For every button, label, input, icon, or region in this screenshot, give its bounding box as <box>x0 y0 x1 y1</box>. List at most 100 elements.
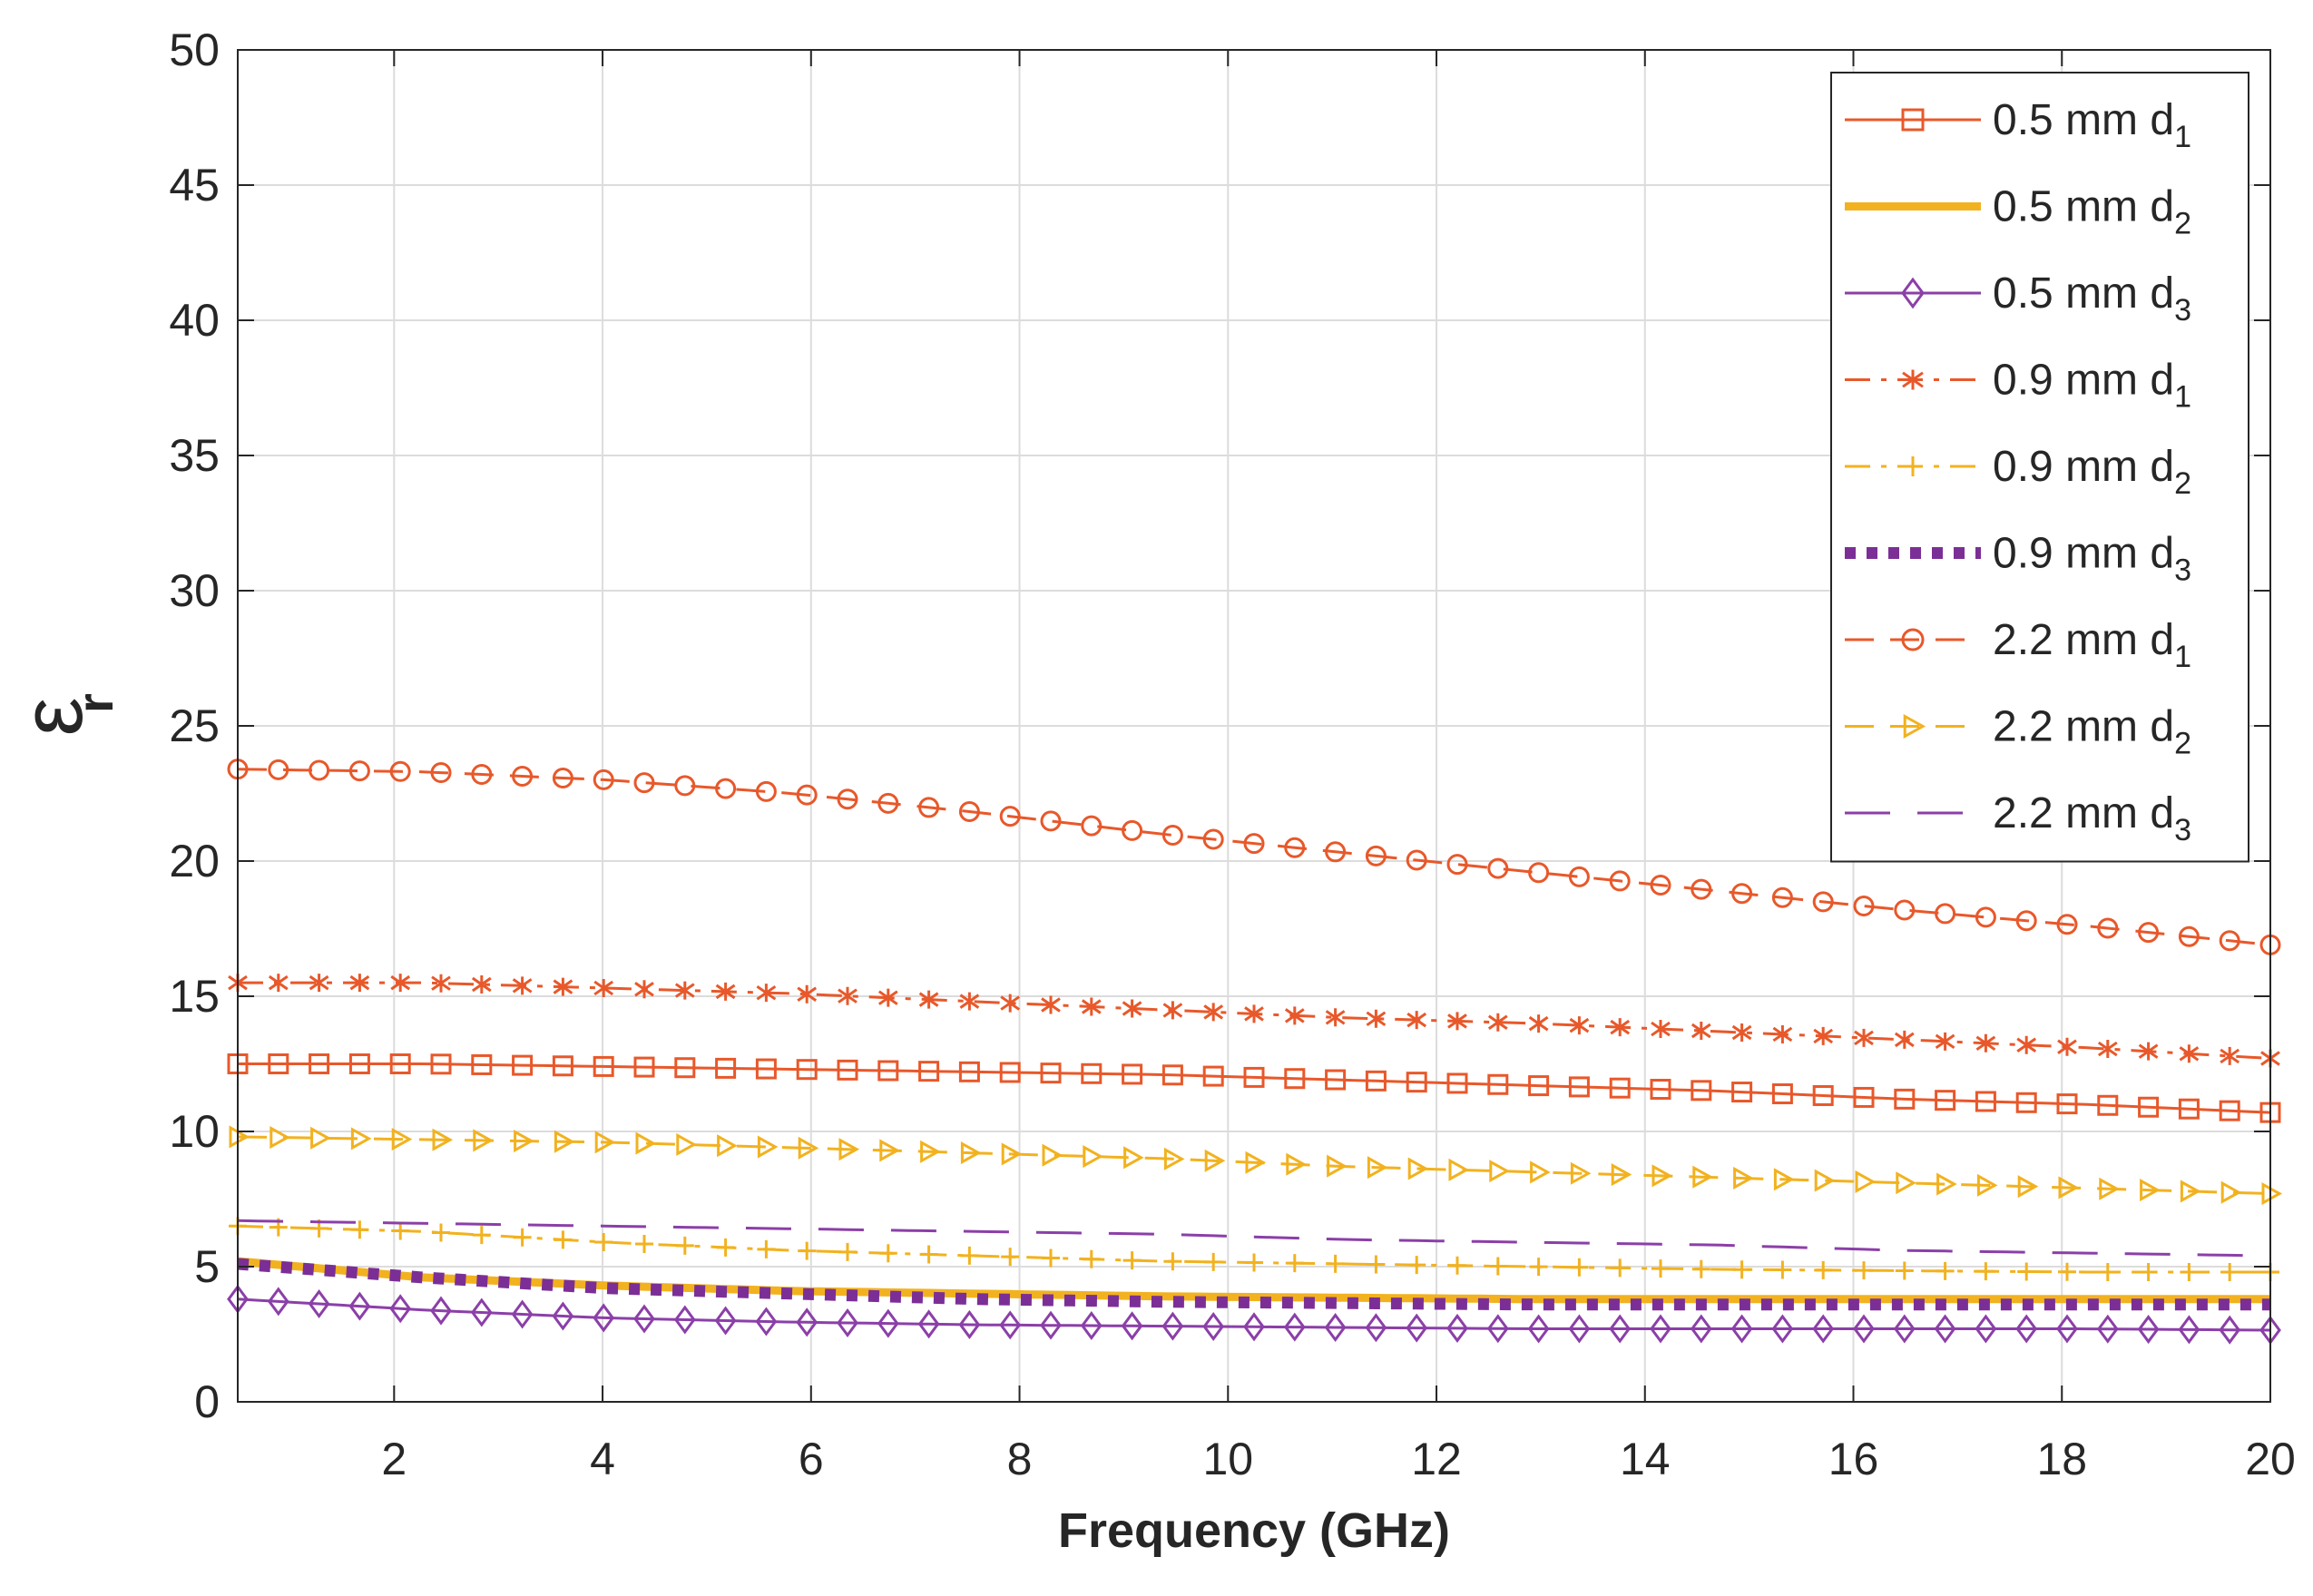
data-point <box>1161 1064 1183 1086</box>
data-point <box>633 772 655 794</box>
series-8 <box>237 1219 2271 1258</box>
data-point <box>1284 1006 1305 1025</box>
data-point <box>1894 1088 1916 1110</box>
data-point <box>1691 1022 1711 1041</box>
data-point <box>2015 910 2037 932</box>
data-point <box>594 1131 616 1154</box>
data-point <box>1894 1030 1915 1049</box>
legend-item: 2.2 mm d1 <box>1845 616 2191 674</box>
x-tick-label: 16 <box>1828 1434 1879 1484</box>
data-point <box>999 1310 1022 1340</box>
series-1 <box>237 1257 2270 1304</box>
data-point <box>1162 1001 1183 1020</box>
data-point <box>1243 1312 1265 1342</box>
data-point <box>1245 1253 1263 1272</box>
data-point <box>837 1307 858 1338</box>
data-point <box>1204 1149 1226 1172</box>
data-point <box>959 992 980 1011</box>
data-point <box>350 1127 372 1150</box>
data-point <box>838 986 858 1005</box>
data-point <box>837 788 858 810</box>
data-point <box>554 1130 575 1153</box>
x-tick-label: 18 <box>2036 1434 2087 1484</box>
data-point <box>633 1056 655 1078</box>
data-point <box>552 1301 574 1331</box>
data-point <box>512 765 534 787</box>
data-point <box>268 1053 289 1074</box>
data-point <box>2017 1262 2036 1281</box>
data-point <box>674 775 696 797</box>
data-point <box>797 984 818 1004</box>
data-point <box>389 760 411 782</box>
data-point <box>1325 1008 1346 1027</box>
data-point <box>1771 1314 1794 1344</box>
data-point <box>1081 997 1102 1016</box>
legend: 0.5 mm d1 0.5 mm d2 0.5 mm d3 0.9 mm d1 0.9 … <box>1830 72 2249 863</box>
data-point <box>1901 277 1925 309</box>
x-tick-label: 12 <box>1411 1434 1462 1484</box>
data-point <box>1733 1166 1754 1190</box>
data-point <box>267 1287 289 1317</box>
data-point <box>1406 1072 1427 1093</box>
data-point <box>1813 1026 1834 1045</box>
data-point <box>512 1054 534 1076</box>
data-point <box>917 1309 940 1339</box>
legend-item: 0.9 mm d1 <box>1845 357 2191 415</box>
data-point <box>1935 1032 1955 1051</box>
legend-label: 0.9 mm d1 <box>1993 357 2191 415</box>
y-tick-label: 30 <box>169 565 220 616</box>
data-point <box>837 1059 858 1081</box>
data-point <box>1204 1252 1223 1271</box>
data-point <box>1855 1261 1873 1280</box>
x-tick-label: 20 <box>2245 1434 2296 1484</box>
data-point <box>919 1245 938 1264</box>
legend-label: 2.2 mm d1 <box>1993 616 2191 674</box>
data-point <box>513 1228 532 1247</box>
data-point <box>2138 1042 2159 1061</box>
data-point <box>717 1134 738 1158</box>
data-point <box>676 1132 697 1156</box>
data-point <box>675 1236 694 1255</box>
data-point <box>511 1299 534 1329</box>
data-point <box>716 1238 735 1257</box>
data-point <box>2017 1175 2039 1199</box>
data-point <box>1122 1251 1142 1270</box>
data-point <box>1529 1258 1548 1277</box>
data-point <box>838 1138 860 1161</box>
data-point <box>1488 1257 1507 1276</box>
series-2 <box>227 1284 2281 1346</box>
data-point <box>1080 1310 1103 1341</box>
data-point <box>1896 1171 1916 1195</box>
data-point <box>430 1053 452 1075</box>
data-point <box>391 1128 413 1151</box>
data-point <box>1203 1003 1224 1022</box>
data-point <box>1894 899 1916 921</box>
series-6 <box>227 759 2281 955</box>
data-point <box>1327 1154 1348 1178</box>
data-point <box>1609 1077 1631 1099</box>
data-point <box>960 1246 979 1265</box>
data-point <box>1446 1072 1468 1094</box>
data-point <box>1936 1261 1955 1280</box>
data-point <box>2056 1093 2078 1115</box>
y-tick-label: 5 <box>194 1241 220 1292</box>
legend-item: 0.5 mm d1 <box>1845 96 2191 154</box>
data-point <box>757 1239 776 1258</box>
data-point <box>1001 1248 1020 1267</box>
data-point <box>1771 1083 1793 1105</box>
data-point <box>715 982 736 1001</box>
data-point <box>1691 878 1712 900</box>
data-point <box>757 1135 779 1159</box>
data-point <box>2015 1314 2038 1344</box>
data-point <box>2016 1035 2037 1054</box>
data-point <box>349 974 370 993</box>
data-point <box>1324 1312 1347 1342</box>
data-point <box>715 778 737 799</box>
data-point <box>1650 1079 1671 1101</box>
data-point <box>1609 870 1631 892</box>
data-point <box>673 1305 696 1335</box>
data-point <box>1001 1142 1023 1166</box>
data-point <box>390 974 411 993</box>
y-tick-label: 45 <box>169 160 220 211</box>
data-point <box>635 1131 657 1155</box>
